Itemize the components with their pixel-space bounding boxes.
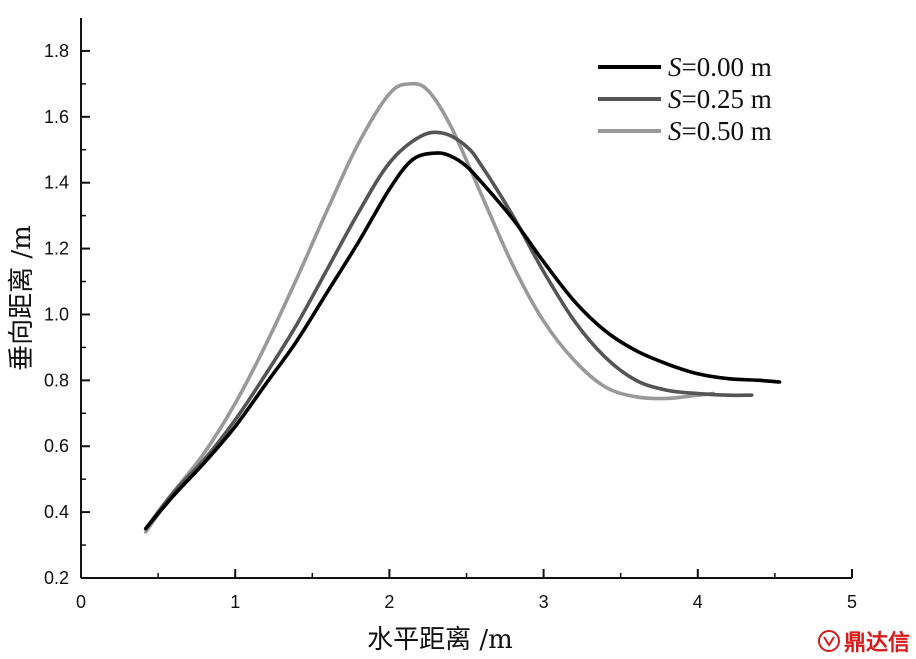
- y-tick-label: 0.2: [44, 568, 69, 588]
- brand-logo-icon: [817, 630, 840, 652]
- legend-label-rest: =0.00 m: [682, 52, 772, 82]
- series-line-2: [143, 130, 754, 531]
- series-line-1: [143, 151, 782, 531]
- legend-label-italic: S: [668, 116, 682, 146]
- watermark: 鼎达信: [817, 625, 910, 657]
- legend-label-rest: =0.50 m: [682, 116, 772, 146]
- y-tick-label: 0.4: [44, 502, 69, 522]
- legend-label-italic: S: [668, 52, 682, 82]
- series-layer: [143, 81, 782, 534]
- legend: S=0.00 mS=0.25 mS=0.50 m: [598, 52, 772, 146]
- x-tick-label: 4: [693, 592, 703, 612]
- legend-label-3: S=0.50 m: [668, 116, 772, 146]
- x-tick-label: 0: [76, 592, 86, 612]
- y-axis-title: 垂向距离 /m: [7, 225, 37, 371]
- legend-label-italic: S: [668, 84, 682, 114]
- y-tick-label: 1.6: [44, 107, 69, 127]
- y-tick-label: 1.0: [44, 304, 69, 324]
- x-tick-label: 1: [230, 592, 240, 612]
- legend-label-rest: =0.25 m: [682, 84, 772, 114]
- y-tick-label: 0.8: [44, 370, 69, 390]
- axes: 0 1 2 3 4 5 0.2 0.4 0.6 0.8 1.0 1.2 1.4 1.6 1.8: [44, 18, 857, 612]
- y-tick-label: 1.4: [44, 173, 69, 193]
- x-tick-label: 5: [847, 592, 857, 612]
- x-tick-label: 2: [384, 592, 394, 612]
- y-tick-label: 1.2: [44, 239, 69, 259]
- y-tick-label: 1.8: [44, 41, 69, 61]
- legend-label-1: S=0.00 m: [668, 52, 772, 82]
- watermark-text: 鼎达信: [843, 631, 910, 656]
- x-tick-label: 3: [539, 592, 549, 612]
- legend-label-2: S=0.25 m: [668, 84, 772, 114]
- series-line-3: [143, 81, 716, 534]
- y-tick-label: 0.6: [44, 436, 69, 456]
- x-axis-title: 水平距离 /m: [367, 625, 513, 655]
